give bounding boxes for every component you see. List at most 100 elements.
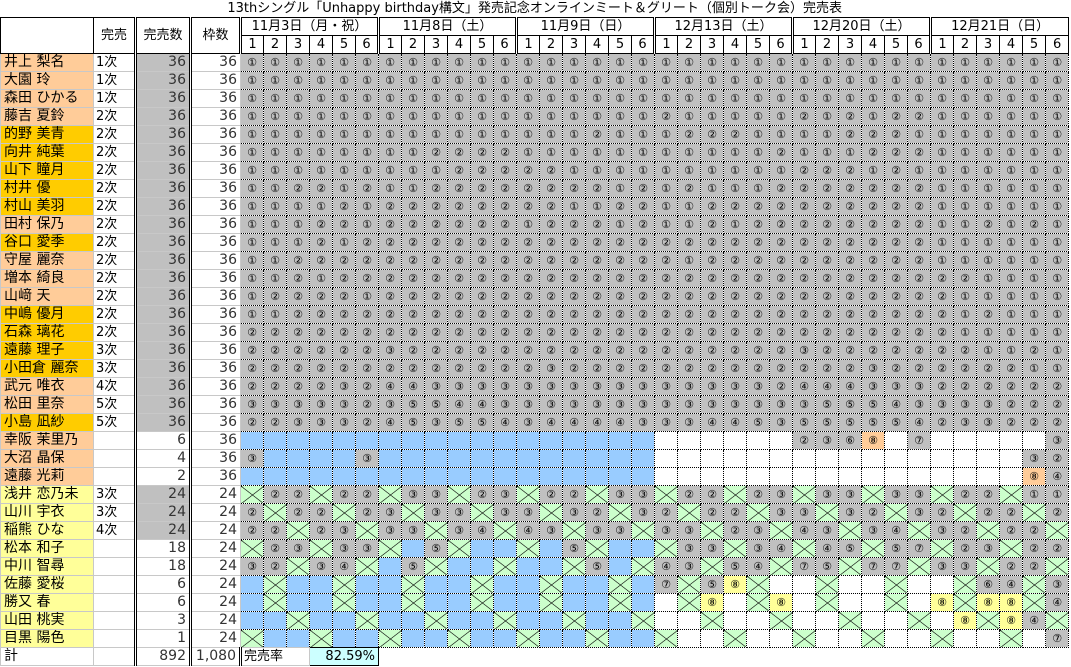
slot-cell-unavailable[interactable] xyxy=(1022,593,1046,612)
slot-cell-sold[interactable]: ② xyxy=(769,287,793,306)
slot-cell-sold[interactable]: ④ xyxy=(1044,467,1070,486)
slot-cell-sold[interactable]: ③ xyxy=(332,521,356,540)
slot-cell-sold[interactable]: ③ xyxy=(677,413,701,432)
slot-cell-sold[interactable]: ① xyxy=(1022,251,1046,270)
slot-cell-sold[interactable]: ① xyxy=(953,305,977,324)
slot-cell-unavailable[interactable] xyxy=(286,593,310,612)
slot-cell-sold[interactable]: ① xyxy=(447,125,471,144)
slot-cell-sold[interactable]: ① xyxy=(815,107,839,126)
slot-cell-sold[interactable]: ② xyxy=(907,233,931,252)
date-header[interactable]: 12月20日（土） xyxy=(791,17,931,36)
slot-cell-sold[interactable]: ② xyxy=(631,305,655,324)
slot-cell-sold[interactable]: ① xyxy=(884,53,908,72)
slot-cell-sold[interactable]: ② xyxy=(378,269,402,288)
slot-cell-sold[interactable]: ② xyxy=(861,143,885,162)
slot-cell-sold[interactable]: ② xyxy=(562,233,586,252)
slot-cell-sold[interactable]: ② xyxy=(677,233,701,252)
slot-cell-sold[interactable]: ② xyxy=(861,341,885,360)
slot-cell-sold[interactable]: ② xyxy=(309,359,333,378)
slot-cell-sold[interactable]: ② xyxy=(332,305,356,324)
slot-cell-sold[interactable]: ① xyxy=(1044,287,1070,306)
slot-cell-sold[interactable]: ② xyxy=(976,377,1000,396)
slot-cell-sold[interactable]: ① xyxy=(493,89,517,108)
slot-cell-sold[interactable]: ② xyxy=(677,305,701,324)
slot-cell-sold[interactable]: ① xyxy=(976,89,1000,108)
slot-cell-unavailable[interactable] xyxy=(562,629,586,648)
slot-cell-unavailable[interactable] xyxy=(355,467,379,486)
slot-cell-unavailable[interactable] xyxy=(493,611,517,630)
slot-cell-unavailable[interactable] xyxy=(401,629,425,648)
slot-cell-unavailable[interactable] xyxy=(631,431,655,450)
slot-cell-sold[interactable]: ④ xyxy=(746,557,770,576)
slot-cell-sold[interactable]: ① xyxy=(677,71,701,90)
slot-cell-sold[interactable]: ③ xyxy=(585,521,609,540)
slot-cell-sold[interactable]: ② xyxy=(608,359,632,378)
slot-cell-sold[interactable]: ① xyxy=(585,89,609,108)
slot-cell-sold[interactable]: ② xyxy=(562,323,586,342)
slot-cell-sold[interactable]: ② xyxy=(424,143,448,162)
slot-cell-open[interactable] xyxy=(746,611,770,630)
slot-cell-unavailable[interactable] xyxy=(585,449,609,468)
slot-cell-sold[interactable]: ① xyxy=(1044,161,1070,180)
slot-cell-open[interactable] xyxy=(838,467,862,486)
slot-cell-sold[interactable]: ⑤ xyxy=(401,413,425,432)
slot-cell-unavailable[interactable] xyxy=(263,431,287,450)
slot-cell-sold[interactable]: ① xyxy=(516,53,540,72)
slot-cell-sold[interactable]: ① xyxy=(953,251,977,270)
member-name[interactable]: 山川 宇衣 xyxy=(0,503,94,522)
slot-cell-open[interactable] xyxy=(838,449,862,468)
slot-cell-sold[interactable]: ⑦ xyxy=(907,539,931,558)
slot-cell-sold[interactable]: ③ xyxy=(516,395,540,414)
slot-cell-sold[interactable]: ① xyxy=(263,179,287,198)
slot-cell-sold[interactable]: ② xyxy=(447,341,471,360)
slot-cell-sold[interactable]: ① xyxy=(1044,251,1070,270)
slot-cell-sold[interactable]: ② xyxy=(378,287,402,306)
slot-cell-open[interactable] xyxy=(976,629,1000,648)
slot-cell-open[interactable] xyxy=(723,431,747,450)
slot-cell-unavailable[interactable] xyxy=(562,449,586,468)
slot-cell-sold[interactable]: ① xyxy=(999,287,1023,306)
slot-cell-sold[interactable]: ② xyxy=(447,197,471,216)
slot-cell-unavailable[interactable] xyxy=(378,593,402,612)
slot-cell-sold[interactable]: ① xyxy=(792,89,816,108)
slot-cell-sold[interactable]: ② xyxy=(907,143,931,162)
slot-cell-sold[interactable]: ② xyxy=(562,305,586,324)
slot-cell-open[interactable] xyxy=(884,611,908,630)
slot-cell-sold[interactable]: ① xyxy=(631,89,655,108)
slot-cell-sold[interactable]: ② xyxy=(631,323,655,342)
slot-cell-sold[interactable]: ② xyxy=(355,413,379,432)
slot-cell-sold[interactable]: ① xyxy=(861,71,885,90)
slot-cell-sold[interactable]: ① xyxy=(631,125,655,144)
slot-cell-sold[interactable]: ① xyxy=(930,71,954,90)
slot-cell-open[interactable] xyxy=(861,575,885,594)
slot-cell-sold[interactable]: ③ xyxy=(815,431,839,450)
slot-cell-sold[interactable]: ① xyxy=(907,71,931,90)
slot-cell-sold[interactable]: ③ xyxy=(240,557,264,576)
slot-cell-sold[interactable]: ② xyxy=(470,341,494,360)
slot-cell-sold[interactable]: ① xyxy=(332,89,356,108)
slot-cell-sold[interactable]: ② xyxy=(838,341,862,360)
slot-cell-sold[interactable]: ① xyxy=(539,71,563,90)
slot-cell-sold[interactable]: ② xyxy=(631,179,655,198)
slot-cell-sold[interactable]: ① xyxy=(700,89,724,108)
slot-cell-sold[interactable]: ② xyxy=(976,503,1000,522)
slot-cell-unavailable[interactable] xyxy=(470,593,494,612)
slot-cell-sold[interactable]: ② xyxy=(746,197,770,216)
slot-cell-sold[interactable]: ① xyxy=(769,161,793,180)
slot-cell-sold[interactable]: ② xyxy=(309,521,333,540)
slot-cell-sold[interactable]: ① xyxy=(976,71,1000,90)
slot-cell-sold[interactable]: ④ xyxy=(907,413,931,432)
slot-cell-sold[interactable]: ② xyxy=(539,251,563,270)
slot-cell-sold[interactable]: ② xyxy=(769,197,793,216)
slot-cell-sold[interactable]: ② xyxy=(585,359,609,378)
slot-cell-sold[interactable]: ② xyxy=(470,197,494,216)
slot-cell-sold[interactable]: ① xyxy=(309,107,333,126)
slot-cell-sold[interactable]: ① xyxy=(240,53,264,72)
slot-cell-sold[interactable]: ② xyxy=(309,233,333,252)
slot-cell-unavailable[interactable] xyxy=(470,539,494,558)
slot-cell-sold[interactable]: ② xyxy=(562,269,586,288)
slot-cell-sold[interactable]: ① xyxy=(401,53,425,72)
slot-cell-sold[interactable]: ② xyxy=(332,359,356,378)
slot-cell-sold[interactable]: ① xyxy=(792,71,816,90)
slot-cell-sold[interactable]: ② xyxy=(907,107,931,126)
